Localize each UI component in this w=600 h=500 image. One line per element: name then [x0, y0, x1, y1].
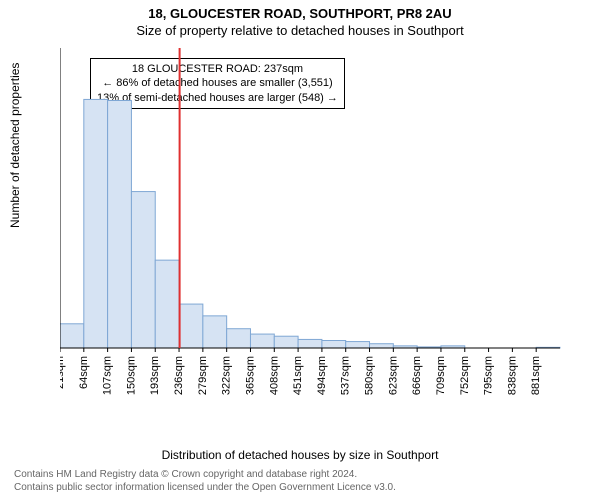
svg-text:193sqm: 193sqm [149, 356, 161, 395]
y-axis-label: Number of detached properties [8, 63, 22, 228]
plot-area: 020040060080010001200140021sqm64sqm107sq… [60, 48, 580, 408]
svg-text:408sqm: 408sqm [268, 356, 280, 395]
svg-text:150sqm: 150sqm [125, 356, 137, 395]
svg-text:279sqm: 279sqm [197, 356, 209, 395]
svg-text:881sqm: 881sqm [530, 356, 542, 395]
svg-text:795sqm: 795sqm [483, 356, 495, 395]
credits-line-1: Contains HM Land Registry data © Crown c… [14, 468, 396, 481]
svg-text:666sqm: 666sqm [411, 356, 423, 395]
chart-svg: 020040060080010001200140021sqm64sqm107sq… [60, 48, 580, 448]
page-title: 18, GLOUCESTER ROAD, SOUTHPORT, PR8 2AU [0, 0, 600, 21]
svg-text:322sqm: 322sqm [221, 356, 233, 395]
chart-container: 18, GLOUCESTER ROAD, SOUTHPORT, PR8 2AU … [0, 0, 600, 500]
svg-text:537sqm: 537sqm [340, 356, 352, 395]
svg-text:236sqm: 236sqm [173, 356, 185, 395]
svg-text:580sqm: 580sqm [364, 356, 376, 395]
svg-text:107sqm: 107sqm [102, 356, 114, 395]
svg-text:838sqm: 838sqm [506, 356, 518, 395]
svg-text:752sqm: 752sqm [459, 356, 471, 395]
x-axis-label: Distribution of detached houses by size … [0, 448, 600, 462]
svg-text:64sqm: 64sqm [78, 356, 90, 389]
svg-text:21sqm: 21sqm [60, 356, 66, 389]
svg-text:494sqm: 494sqm [316, 356, 328, 395]
credits-text: Contains HM Land Registry data © Crown c… [14, 468, 396, 494]
credits-line-2: Contains public sector information licen… [14, 481, 396, 494]
svg-text:365sqm: 365sqm [244, 356, 256, 395]
svg-text:451sqm: 451sqm [292, 356, 304, 395]
svg-text:709sqm: 709sqm [435, 356, 447, 395]
chart-subtitle: Size of property relative to detached ho… [0, 21, 600, 38]
svg-text:623sqm: 623sqm [387, 356, 399, 395]
